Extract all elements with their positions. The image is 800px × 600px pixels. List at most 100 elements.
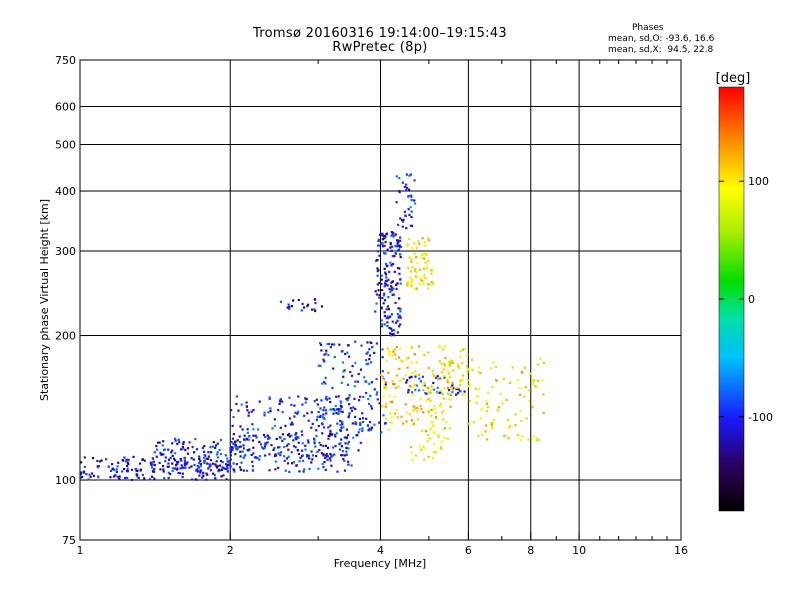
data-point bbox=[383, 314, 387, 318]
data-point bbox=[297, 436, 300, 439]
data-point bbox=[186, 447, 190, 450]
data-point bbox=[214, 463, 217, 466]
data-point bbox=[384, 381, 387, 384]
data-point bbox=[288, 417, 292, 420]
data-point bbox=[310, 426, 313, 429]
data-point bbox=[350, 409, 354, 412]
data-point bbox=[373, 388, 376, 391]
data-point bbox=[346, 344, 350, 347]
data-point bbox=[408, 213, 411, 217]
data-point bbox=[251, 465, 254, 468]
data-point bbox=[235, 395, 238, 398]
data-point bbox=[273, 424, 276, 427]
data-point bbox=[427, 398, 430, 401]
data-point bbox=[449, 359, 452, 362]
data-point bbox=[338, 343, 341, 346]
data-point bbox=[294, 433, 297, 436]
data-point bbox=[202, 450, 206, 453]
data-point bbox=[403, 210, 406, 213]
data-point bbox=[391, 254, 394, 258]
data-point bbox=[486, 438, 489, 441]
data-point bbox=[388, 288, 391, 291]
data-point bbox=[290, 434, 293, 437]
data-point bbox=[394, 244, 397, 248]
data-point bbox=[353, 385, 356, 388]
data-point bbox=[390, 249, 393, 252]
data-point bbox=[422, 267, 425, 270]
data-point bbox=[301, 454, 304, 457]
data-point bbox=[268, 469, 271, 472]
data-point bbox=[401, 181, 404, 184]
data-point bbox=[325, 395, 328, 399]
data-point bbox=[466, 368, 470, 371]
data-point bbox=[423, 257, 426, 260]
data-point bbox=[368, 358, 371, 361]
data-point bbox=[398, 272, 401, 275]
data-point bbox=[125, 460, 128, 463]
data-point bbox=[413, 252, 416, 255]
data-point bbox=[306, 439, 310, 442]
data-point bbox=[308, 467, 311, 471]
data-point bbox=[365, 380, 368, 384]
data-point bbox=[389, 421, 392, 424]
data-point bbox=[393, 254, 396, 258]
data-point bbox=[229, 458, 232, 461]
data-point bbox=[392, 262, 395, 266]
data-point bbox=[407, 356, 410, 359]
data-point bbox=[186, 461, 189, 464]
data-point bbox=[116, 475, 120, 479]
data-point bbox=[254, 434, 257, 437]
data-point bbox=[399, 245, 403, 249]
data-point bbox=[205, 478, 208, 481]
data-point bbox=[390, 245, 394, 248]
data-point bbox=[242, 447, 245, 450]
data-point bbox=[292, 461, 296, 464]
data-point bbox=[173, 437, 177, 440]
data-point bbox=[306, 455, 309, 458]
data-point bbox=[214, 444, 218, 447]
data-point bbox=[383, 323, 387, 326]
data-point bbox=[263, 414, 266, 417]
data-point bbox=[448, 427, 451, 430]
data-point bbox=[381, 323, 384, 326]
data-point bbox=[384, 252, 387, 255]
data-point bbox=[403, 185, 406, 188]
data-point bbox=[413, 370, 416, 373]
data-point bbox=[345, 446, 348, 450]
data-point bbox=[317, 467, 320, 470]
data-point bbox=[141, 458, 145, 461]
data-point bbox=[377, 269, 380, 272]
data-point bbox=[271, 427, 274, 430]
data-point bbox=[502, 377, 505, 381]
data-point bbox=[534, 384, 537, 387]
data-point bbox=[374, 290, 377, 293]
data-point bbox=[368, 348, 371, 351]
data-point bbox=[153, 463, 157, 467]
data-point bbox=[289, 423, 292, 426]
data-point bbox=[373, 423, 376, 426]
data-point bbox=[178, 441, 181, 444]
data-point bbox=[400, 219, 404, 222]
data-point bbox=[325, 455, 328, 458]
data-point bbox=[319, 415, 322, 419]
chart-subtitle: RwPretec (8p) bbox=[332, 40, 428, 55]
data-point bbox=[294, 437, 297, 440]
data-point bbox=[417, 373, 421, 377]
data-point bbox=[455, 387, 458, 391]
data-point bbox=[474, 387, 477, 390]
data-point bbox=[433, 404, 436, 408]
data-point bbox=[359, 441, 362, 444]
data-point bbox=[177, 460, 180, 464]
data-point bbox=[229, 465, 232, 468]
data-point bbox=[375, 342, 379, 345]
data-point bbox=[388, 350, 391, 353]
data-point bbox=[242, 469, 245, 472]
data-point bbox=[527, 438, 530, 441]
data-point bbox=[396, 282, 399, 285]
data-point bbox=[389, 242, 392, 246]
data-point bbox=[387, 316, 390, 320]
data-point bbox=[392, 293, 395, 296]
data-point bbox=[390, 422, 393, 425]
data-point bbox=[279, 400, 282, 403]
data-point bbox=[232, 442, 235, 446]
